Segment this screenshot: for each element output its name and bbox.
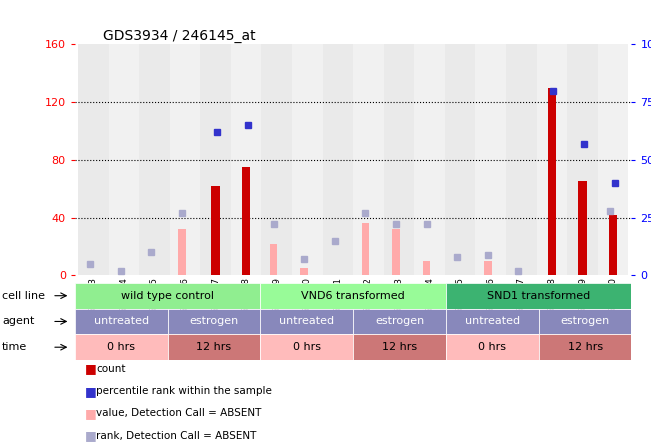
Text: value, Detection Call = ABSENT: value, Detection Call = ABSENT (96, 408, 262, 418)
Bar (170, 44, 201, 275)
Bar (78, 44, 109, 275)
Text: 12 hrs: 12 hrs (568, 342, 603, 352)
Text: 12 hrs: 12 hrs (382, 342, 417, 352)
Bar (445, 44, 475, 275)
Text: wild type control: wild type control (121, 291, 214, 301)
Bar (567, 44, 598, 275)
Text: 0 hrs: 0 hrs (478, 342, 506, 352)
Text: untreated: untreated (465, 317, 520, 326)
Bar (383, 44, 414, 275)
Bar (242, 167, 251, 275)
Text: time: time (2, 342, 27, 352)
Bar (609, 215, 617, 275)
Bar (300, 268, 308, 275)
Bar (178, 229, 186, 275)
Bar (270, 243, 277, 275)
Text: cell line: cell line (2, 291, 45, 301)
Text: 0 hrs: 0 hrs (293, 342, 321, 352)
Bar (392, 229, 400, 275)
Text: count: count (96, 364, 126, 374)
Bar (414, 44, 445, 275)
Text: VND6 transformed: VND6 transformed (301, 291, 405, 301)
Text: ■: ■ (85, 385, 96, 398)
Bar (109, 44, 139, 275)
Bar (361, 223, 369, 275)
Text: rank, Detection Call = ABSENT: rank, Detection Call = ABSENT (96, 431, 256, 440)
Text: untreated: untreated (279, 317, 335, 326)
Text: estrogen: estrogen (375, 317, 424, 326)
Text: 0 hrs: 0 hrs (107, 342, 135, 352)
Bar (598, 44, 628, 275)
Bar (353, 44, 383, 275)
Bar (536, 44, 567, 275)
Bar (262, 44, 292, 275)
Bar (506, 44, 536, 275)
Bar (139, 44, 170, 275)
Bar (422, 261, 430, 275)
Text: percentile rank within the sample: percentile rank within the sample (96, 386, 272, 396)
Text: ■: ■ (85, 407, 96, 420)
Bar (201, 44, 231, 275)
Text: SND1 transformed: SND1 transformed (487, 291, 590, 301)
Text: GDS3934 / 246145_at: GDS3934 / 246145_at (103, 29, 255, 44)
Text: agent: agent (2, 317, 35, 326)
Bar (323, 44, 353, 275)
Text: estrogen: estrogen (189, 317, 239, 326)
Bar (212, 186, 220, 275)
Bar (231, 44, 262, 275)
Text: ■: ■ (85, 429, 96, 442)
Bar (475, 44, 506, 275)
Bar (484, 261, 492, 275)
Bar (547, 88, 556, 275)
Bar (292, 44, 323, 275)
Text: untreated: untreated (94, 317, 149, 326)
Text: estrogen: estrogen (561, 317, 610, 326)
Bar (578, 182, 587, 275)
Text: 12 hrs: 12 hrs (197, 342, 232, 352)
Text: ■: ■ (85, 362, 96, 376)
